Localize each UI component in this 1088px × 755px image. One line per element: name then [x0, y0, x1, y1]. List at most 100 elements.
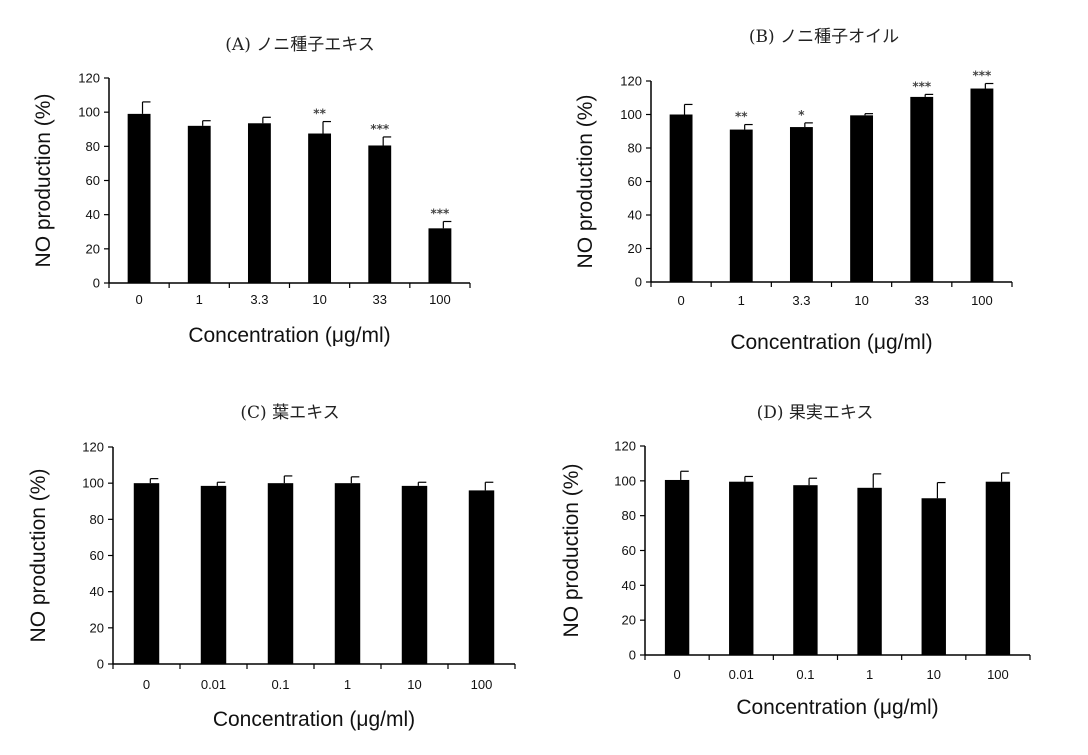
bar-3 [857, 487, 882, 655]
bar-1 [200, 485, 227, 664]
bar-2 [789, 127, 813, 282]
y-tick-label: 80 [622, 508, 636, 523]
x-tick-label-5: 100 [471, 677, 493, 692]
bar-0 [133, 483, 160, 664]
y-tick-label: 100 [78, 105, 100, 120]
bar-0 [664, 479, 690, 655]
chart-title: (C) 葉エキス [240, 403, 339, 423]
x-tick-label-5: 100 [987, 667, 1009, 682]
x-axis-label: Concentration (μg/ml) [730, 331, 932, 354]
x-tick-label-1: 1 [738, 293, 745, 308]
significance-mark-1: ** [735, 110, 748, 124]
bar-5 [428, 228, 452, 283]
y-tick-label: 40 [90, 584, 104, 599]
x-tick-label-2: 3.3 [792, 293, 810, 308]
bar-3 [850, 115, 874, 283]
y-tick-label: 60 [90, 548, 104, 563]
x-tick-label-2: 0.1 [271, 677, 289, 692]
x-tick-label-0: 0 [673, 667, 680, 682]
y-tick-label: 0 [635, 275, 642, 290]
y-tick-label: 60 [86, 173, 100, 188]
y-tick-label: 100 [620, 107, 642, 122]
bar-3 [308, 133, 332, 283]
y-tick-label: 120 [614, 439, 636, 454]
x-axis-label: Concentration (μg/ml) [736, 696, 938, 719]
x-tick-label-4: 10 [927, 667, 941, 682]
y-tick-label: 80 [90, 512, 104, 527]
x-tick-label-3: 1 [866, 667, 873, 682]
y-axis-label: NO production (%) [27, 469, 50, 643]
significance-mark-4: *** [370, 122, 390, 136]
x-tick-label-4: 33 [373, 292, 387, 307]
x-tick-label-1: 0.01 [729, 667, 754, 682]
x-tick-label-2: 3.3 [250, 292, 268, 307]
y-axis-label: NO production (%) [32, 94, 55, 268]
chart-panel-0: (A) ノニ種子エキス 0 20 40 60 80 100 120 0 1 3.3 ** 10 *** 33… [32, 35, 471, 347]
chart-panel-2: (C) 葉エキス 0 20 40 60 80 100 120 0 0.01 0.1 1 10 100 Con… [27, 403, 516, 731]
x-axis-label: Concentration (μg/ml) [188, 324, 390, 347]
x-tick-label-0: 0 [143, 677, 150, 692]
y-tick-label: 120 [82, 440, 104, 455]
y-tick-label: 60 [622, 543, 636, 558]
bar-4 [910, 96, 934, 282]
significance-mark-3: ** [313, 107, 326, 121]
x-tick-label-1: 0.01 [201, 677, 226, 692]
chart-title: (A) ノニ種子エキス [225, 35, 374, 55]
bar-1 [729, 481, 754, 655]
y-axis-label: NO production (%) [574, 95, 597, 269]
x-tick-label-1: 1 [196, 292, 203, 307]
y-tick-label: 100 [614, 473, 636, 488]
x-tick-label-3: 1 [344, 677, 351, 692]
significance-mark-5: *** [431, 207, 451, 221]
significance-mark-2: * [798, 108, 805, 122]
x-tick-label-3: 10 [312, 292, 326, 307]
bar-2 [267, 483, 294, 664]
y-tick-label: 100 [82, 476, 104, 491]
y-tick-label: 80 [628, 141, 642, 156]
x-tick-label-2: 0.1 [796, 667, 814, 682]
y-tick-label: 120 [620, 74, 642, 89]
x-tick-label-5: 100 [971, 293, 993, 308]
bar-0 [669, 114, 693, 282]
x-tick-label-3: 10 [854, 293, 868, 308]
x-tick-label-0: 0 [677, 293, 684, 308]
y-tick-label: 20 [86, 241, 100, 256]
y-tick-label: 0 [97, 657, 104, 672]
bar-2 [793, 485, 818, 655]
y-tick-label: 20 [622, 613, 636, 628]
y-tick-label: 20 [90, 620, 104, 635]
y-tick-label: 0 [93, 276, 100, 291]
y-tick-label: 20 [628, 241, 642, 256]
chart-panel-3: (D) 果実エキス 0 20 40 60 80 100 120 0 0.01 0.1 1 10 100 Co… [560, 403, 1031, 719]
y-tick-label: 120 [78, 71, 100, 86]
y-tick-label: 40 [86, 207, 100, 222]
significance-mark-5: *** [973, 69, 993, 83]
bar-5 [985, 481, 1011, 655]
y-tick-label: 40 [622, 578, 636, 593]
y-tick-label: 40 [628, 208, 642, 223]
x-tick-label-4: 10 [407, 677, 421, 692]
y-tick-label: 80 [86, 139, 100, 154]
bar-1 [187, 125, 211, 283]
chart-panel-1: (B) ノニ種子オイル 0 20 40 60 80 100 120 0 ** 1 * 3.3 10 *** 3… [574, 27, 1013, 354]
x-tick-label-0: 0 [135, 292, 142, 307]
bar-4 [921, 498, 946, 655]
bar-4 [368, 145, 392, 283]
bar-5 [468, 490, 495, 664]
y-tick-label: 0 [629, 648, 636, 663]
chart-title: (D) 果実エキス [757, 403, 874, 423]
x-axis-label: Concentration (μg/ml) [213, 708, 415, 731]
chart-title: (B) ノニ種子オイル [749, 27, 899, 47]
x-tick-label-4: 33 [915, 293, 929, 308]
bar-0 [127, 113, 151, 283]
y-axis-label: NO production (%) [560, 464, 583, 638]
bar-2 [247, 123, 271, 283]
significance-mark-4: *** [912, 79, 932, 93]
bar-4 [401, 485, 428, 664]
bar-1 [729, 129, 753, 282]
y-tick-label: 60 [628, 174, 642, 189]
x-tick-label-5: 100 [429, 292, 451, 307]
bar-3 [334, 483, 361, 664]
bar-5 [970, 88, 994, 282]
